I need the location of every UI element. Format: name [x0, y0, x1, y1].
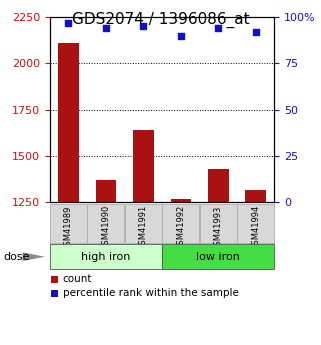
Text: GSM41990: GSM41990: [101, 205, 110, 250]
Text: GDS2074 / 1396086_at: GDS2074 / 1396086_at: [72, 12, 249, 28]
Bar: [237, 204, 274, 243]
Bar: [87, 204, 125, 243]
Bar: [208, 169, 229, 202]
Text: GSM41992: GSM41992: [176, 205, 185, 250]
Text: high iron: high iron: [81, 252, 131, 262]
Bar: [58, 43, 79, 202]
Text: low iron: low iron: [196, 252, 240, 262]
Text: dose: dose: [3, 252, 30, 262]
Polygon shape: [22, 252, 45, 261]
Bar: [162, 204, 199, 243]
Text: GSM41991: GSM41991: [139, 205, 148, 250]
Text: percentile rank within the sample: percentile rank within the sample: [63, 288, 239, 298]
Bar: [125, 204, 162, 243]
Bar: [96, 180, 116, 202]
Bar: [200, 204, 237, 243]
Point: [253, 29, 258, 35]
Text: GSM41993: GSM41993: [214, 205, 223, 250]
Point: [66, 20, 71, 26]
Bar: [50, 204, 87, 243]
Text: GSM41994: GSM41994: [251, 205, 260, 250]
Text: count: count: [63, 275, 92, 284]
Point: [141, 24, 146, 29]
Text: GSM41989: GSM41989: [64, 205, 73, 250]
Point: [178, 33, 183, 38]
Bar: [162, 244, 274, 269]
Point: [103, 26, 108, 31]
Bar: [170, 199, 191, 202]
Bar: [246, 190, 266, 202]
Point: [216, 26, 221, 31]
Bar: [50, 244, 162, 269]
Bar: [133, 130, 154, 202]
